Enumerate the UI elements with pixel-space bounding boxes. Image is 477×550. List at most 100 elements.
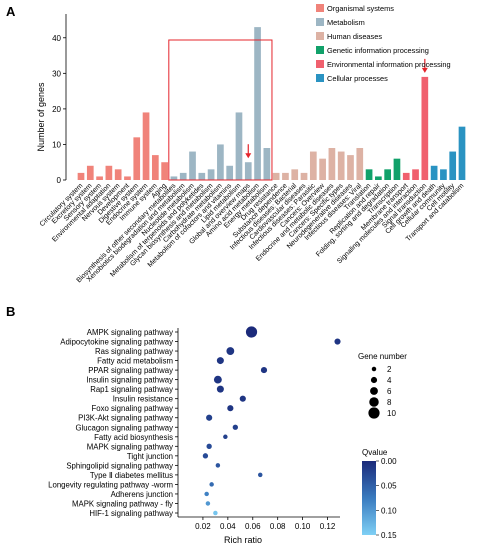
bar-aging bbox=[161, 162, 168, 180]
arrow-head bbox=[421, 67, 428, 73]
pathway-label: Tight junction bbox=[127, 452, 173, 461]
bar-metabolism-of-cofactors-and-vitamins bbox=[226, 165, 234, 180]
colorbar-tick-label: 0.05 bbox=[381, 482, 397, 491]
x-axis-label: Rich ratio bbox=[224, 535, 262, 545]
size-legend-dot bbox=[370, 376, 378, 384]
point-rap1-signaling-pathway bbox=[216, 385, 224, 393]
pathway-label: Insulin signaling pathway bbox=[86, 376, 173, 385]
bar-transport-and-catabolism bbox=[458, 126, 466, 180]
x-tick-label: 0.10 bbox=[295, 522, 311, 531]
bar-digestive-system bbox=[133, 137, 141, 180]
size-legend-title: Gene number bbox=[358, 352, 407, 361]
size-legend-dot bbox=[371, 366, 377, 372]
bar-cellular-community bbox=[440, 169, 447, 180]
pathway-label: Type Ⅱ diabetes mellitus bbox=[90, 471, 173, 480]
legend-swatch bbox=[316, 4, 324, 12]
bar-glycan-biosynthesis-and-metabolism bbox=[207, 169, 215, 180]
bar-circulatory-system bbox=[77, 172, 85, 180]
bars bbox=[77, 27, 466, 180]
points bbox=[202, 326, 341, 516]
pathway-label: MAPK signaling pathway - fly bbox=[72, 499, 173, 508]
arrow-head bbox=[245, 153, 252, 159]
bar-cardiovascular-diseases bbox=[300, 172, 308, 180]
bar-cell-motility bbox=[449, 151, 457, 180]
bar-nucleotide-metabolism bbox=[189, 151, 196, 180]
y-axis-label: Number of genes bbox=[36, 82, 46, 152]
point-fatty-acid-metabolism bbox=[216, 357, 224, 365]
axes-b bbox=[177, 328, 340, 518]
size-legend-label: 4 bbox=[387, 376, 392, 385]
bar-energy-metabolism bbox=[263, 148, 271, 180]
bar-substance-dependence bbox=[282, 172, 289, 180]
pathway-label: AMPK signaling pathway bbox=[87, 328, 173, 337]
x-tick-label: 0.02 bbox=[195, 522, 211, 531]
bar-folding-sorting-and-degradation bbox=[384, 169, 392, 180]
color-legend: Qvalue 0.00 0.05 0.10 0.15 bbox=[362, 448, 397, 540]
size-legend-dot bbox=[368, 407, 380, 419]
point-adipocytokine-signaling-pathway bbox=[334, 338, 341, 345]
point-ras-signaling-pathway bbox=[226, 347, 235, 355]
bar-endocrine-system bbox=[142, 112, 150, 180]
panel-a-label: A bbox=[6, 4, 16, 19]
pathway-label: Longevity regulating pathway -worm bbox=[48, 480, 173, 489]
pathway-label: Ras signaling pathway bbox=[95, 347, 173, 356]
qvalue-colorbar bbox=[362, 461, 376, 535]
size-legend: Gene number 2 4 6 8 10 bbox=[358, 352, 407, 419]
point-mapk-signaling-pathway-fly bbox=[205, 501, 211, 506]
bar-infectious-diseases-bacterial bbox=[291, 169, 299, 180]
bar-nervous-system bbox=[114, 169, 122, 180]
bar-cancers-specific-types bbox=[337, 151, 345, 180]
bar-infectious-diseases-viral bbox=[356, 148, 364, 180]
bar-metabolism-of-terpenoids-and-polyketides bbox=[198, 172, 206, 180]
x-tick-label: 0.08 bbox=[270, 522, 286, 531]
bar-carbohydrate-metabolism bbox=[217, 144, 224, 180]
point-insulin-signaling-pathway bbox=[213, 375, 222, 384]
color-legend-title: Qvalue bbox=[362, 448, 388, 457]
pathway-label: Fatty acid biosynthesis bbox=[94, 433, 173, 442]
point-pi3k-akt-signaling-pathway bbox=[206, 414, 213, 421]
legend-label: Organismal systems bbox=[327, 4, 394, 13]
point-hif-1-signaling-pathway bbox=[213, 510, 218, 516]
bar-signaling-molecules-and-interaction bbox=[412, 169, 419, 180]
point-foxo-signaling-pathway bbox=[227, 405, 234, 412]
bar-xenobiotics-biodegradation-and-metabolism bbox=[179, 172, 187, 180]
colorbar-tick-label: 0.15 bbox=[381, 531, 397, 540]
bar-amino-acid-metabolism bbox=[254, 27, 261, 180]
bar-translation bbox=[365, 169, 373, 180]
bar-immune-system bbox=[151, 155, 159, 180]
pathway-label: Insulin resistance bbox=[113, 395, 173, 404]
legend: Organismal systems Metabolism Human diseas… bbox=[316, 4, 451, 83]
x-tick-label: 0.12 bbox=[320, 522, 336, 531]
metabolism-highlight-box bbox=[168, 39, 273, 181]
y-tick-label: 40 bbox=[52, 34, 61, 43]
bar-cancers-overview bbox=[319, 158, 326, 180]
bar-endocrine-and-metabolic-diseases bbox=[328, 148, 336, 180]
legend-label: Environmental information processing bbox=[327, 60, 451, 69]
y-tick-label: 20 bbox=[52, 105, 61, 114]
point-glucagon-signaling-pathway bbox=[232, 424, 238, 430]
bar-sensory-system bbox=[96, 176, 103, 180]
size-legend-label: 8 bbox=[387, 398, 392, 407]
pathway-label: HIF-1 signaling pathway bbox=[89, 509, 173, 518]
pathway-label: Rap1 signaling pathway bbox=[90, 385, 173, 394]
pathway-label: Sphingolipid signaling pathway bbox=[66, 461, 173, 470]
point-type-diabetes-mellitus bbox=[258, 472, 263, 478]
bar-excretory-system bbox=[86, 165, 94, 180]
legend-swatch bbox=[316, 18, 324, 26]
pathway-label: PPAR signaling pathway bbox=[88, 366, 173, 375]
bar-infectious-diseases-parasitic bbox=[309, 151, 317, 180]
colorbar-tick-label: 0.10 bbox=[381, 506, 397, 515]
panel-b-label: B bbox=[6, 304, 15, 319]
size-legend-label: 10 bbox=[387, 409, 396, 418]
legend-label: Metabolism bbox=[327, 18, 365, 27]
pathway-label: Adipocytokine signaling pathway bbox=[60, 338, 173, 347]
y-tick-label: 0 bbox=[57, 176, 62, 185]
bar-transcription bbox=[393, 158, 401, 180]
legend-swatch bbox=[316, 46, 324, 54]
bar-environmental-adaptation bbox=[105, 165, 113, 180]
point-fatty-acid-biosynthesis bbox=[223, 434, 228, 440]
point-ampk-signaling-pathway bbox=[245, 326, 258, 338]
x-tick-label: 0.06 bbox=[245, 522, 261, 531]
bar-lipid-metabolism bbox=[235, 112, 243, 180]
